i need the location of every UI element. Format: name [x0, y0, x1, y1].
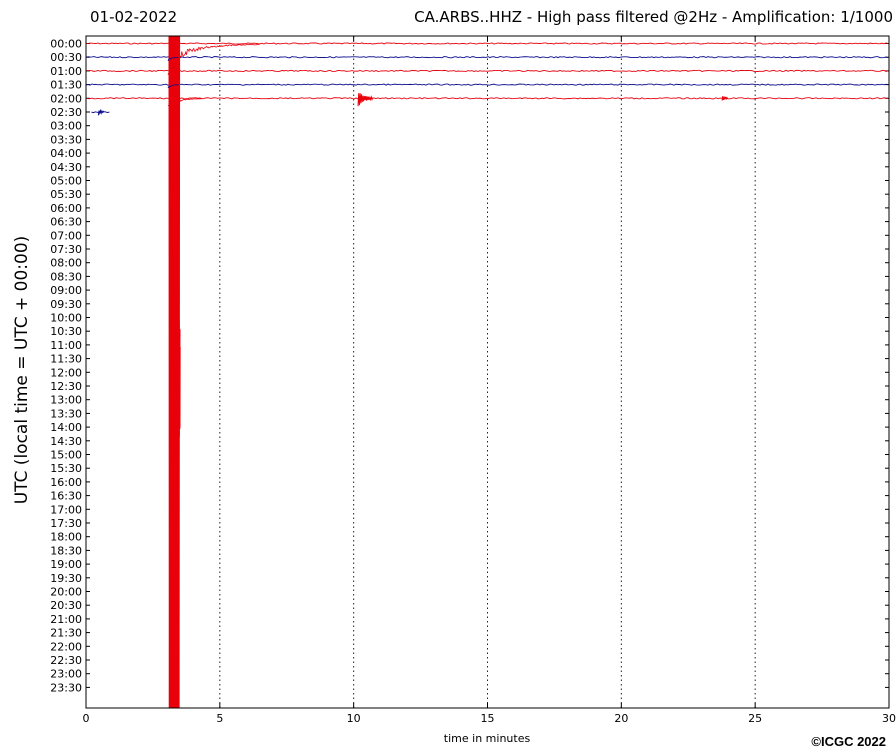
y-tick-label: 21:00 [50, 613, 82, 626]
x-tick-label: 30 [882, 712, 896, 725]
trace-line [86, 69, 889, 72]
y-tick-label: 20:30 [50, 599, 82, 612]
y-tick-label: 04:00 [50, 147, 82, 160]
y-tick-label: 13:00 [50, 394, 82, 407]
event-spindle [170, 36, 181, 708]
y-tick-label: 23:00 [50, 668, 82, 681]
y-tick-label: 16:30 [50, 490, 82, 503]
trace-line [86, 83, 889, 86]
chart-title: CA.ARBS..HHZ - High pass filtered @2Hz -… [414, 8, 893, 26]
plot-area: 0 5 10 15 20 25 30 00:0000:3001:0001:3002:0002:… [50, 35, 896, 725]
y-tick-label: 15:30 [50, 462, 82, 475]
x-tick-label: 25 [748, 712, 762, 725]
y-tick-label: 10:30 [50, 325, 82, 338]
event-coda-row [167, 98, 203, 107]
y-tick-label: 20:00 [50, 586, 82, 599]
y-tick-label: 09:00 [50, 284, 82, 297]
y-tick-label: 00:30 [50, 51, 82, 64]
y-tick-label: 03:00 [50, 120, 82, 133]
y-tick-label: 12:30 [50, 380, 82, 393]
y-tick-label: 17:30 [50, 517, 82, 530]
event-coda-row [167, 56, 179, 61]
y-tick-label: 22:30 [50, 654, 82, 667]
event-small [721, 95, 729, 101]
y-tick-label: 03:30 [50, 133, 82, 146]
y-tick-label: 16:00 [50, 476, 82, 489]
date-label: 01-02-2022 [90, 8, 177, 26]
event-coda-row [167, 70, 179, 75]
trace-line [86, 42, 889, 45]
copyright-text: ©ICGC 2022 [811, 734, 886, 749]
traces-group [86, 36, 889, 708]
y-tick-label: 14:00 [50, 421, 82, 434]
x-tick-label: 0 [83, 712, 90, 725]
event-coda [168, 43, 260, 68]
plot-frame [85, 35, 890, 709]
y-tick-label: 04:30 [50, 161, 82, 174]
trace-line [86, 56, 889, 59]
x-axis-label: time in minutes [444, 732, 531, 745]
y-tick-label: 18:30 [50, 544, 82, 557]
event-small [97, 108, 105, 116]
y-tick-label: 14:30 [50, 435, 82, 448]
x-tick-label: 20 [614, 712, 628, 725]
y-tick-label: 06:30 [50, 216, 82, 229]
y-tick-label: 11:30 [50, 353, 82, 366]
y-tick-label: 02:30 [50, 106, 82, 119]
y-tick-label: 19:00 [50, 558, 82, 571]
y-tick-label: 13:30 [50, 407, 82, 420]
x-tick-label: 10 [347, 712, 361, 725]
y-tick-label: 05:30 [50, 188, 82, 201]
x-tick-label: 15 [481, 712, 495, 725]
y-tick-label: 02:00 [50, 92, 82, 105]
y-tick-label: 08:30 [50, 270, 82, 283]
y-axis-label: UTC (local time = UTC + 00:00) [12, 236, 32, 505]
y-tick-label: 10:00 [50, 312, 82, 325]
y-tick-label: 08:00 [50, 257, 82, 270]
x-tick-label: 5 [216, 712, 223, 725]
y-tick-label: 18:00 [50, 531, 82, 544]
y-tick-label: 11:00 [50, 339, 82, 352]
event-local [357, 93, 374, 107]
trace-line [86, 97, 889, 100]
y-tick-label: 17:00 [50, 503, 82, 516]
y-tick-label: 07:00 [50, 229, 82, 242]
y-tick-label: 06:00 [50, 202, 82, 215]
y-tick-label: 07:30 [50, 243, 82, 256]
y-tick-label: 12:00 [50, 366, 82, 379]
y-tick-label: 21:30 [50, 627, 82, 640]
y-tick-label: 23:30 [50, 681, 82, 694]
event-coda-row [167, 84, 179, 89]
y-tick-label: 09:30 [50, 298, 82, 311]
y-tick-label: 01:30 [50, 79, 82, 92]
y-tick-label: 00:00 [50, 38, 82, 51]
y-tick-label: 15:00 [50, 449, 82, 462]
y-tick-label: 05:00 [50, 175, 82, 188]
y-tick-label: 22:00 [50, 640, 82, 653]
y-tick-label: 19:30 [50, 572, 82, 585]
y-tick-label: 01:00 [50, 65, 82, 78]
